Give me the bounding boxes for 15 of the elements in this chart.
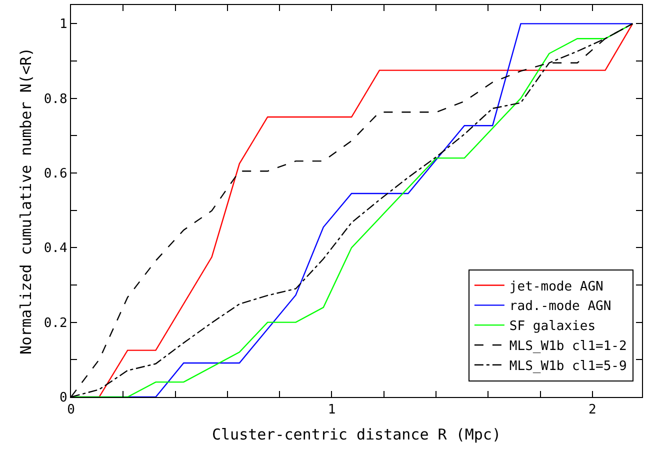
x-tick-label: 2 (588, 402, 596, 418)
x-tick-label: 1 (328, 402, 336, 418)
y-tick-label: 0 (59, 390, 68, 406)
legend-label: rad.-mode AGN (509, 299, 612, 314)
y-tick-label: 0.4 (44, 241, 68, 256)
legend-label: jet-mode AGN (509, 279, 604, 294)
y-tick-label: 0.8 (44, 92, 68, 107)
x-axis-title: Cluster-centric distance R (Mpc) (212, 426, 501, 444)
legend-label: SF galaxies (509, 319, 596, 334)
y-tick-label: 1 (59, 17, 68, 32)
y-tick-label: 0.2 (44, 316, 68, 331)
legend-label: MLS_W1b cl1=1-2 (509, 339, 627, 354)
y-axis-title: Normalized cumulative number N(<R) (17, 47, 36, 355)
y-tick-label: 0.6 (44, 166, 68, 182)
legend-label: MLS_W1b cl1=5-9 (509, 358, 627, 374)
